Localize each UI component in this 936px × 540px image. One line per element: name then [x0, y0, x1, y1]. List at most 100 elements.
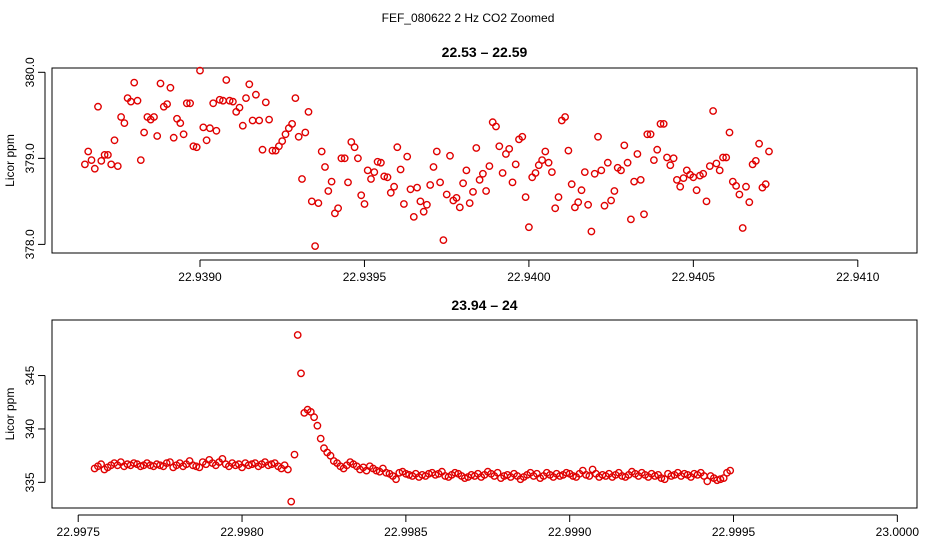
- data-point: [218, 454, 227, 463]
- data-point: [136, 156, 145, 165]
- x-tick-label: 22.9390: [178, 270, 222, 284]
- data-point: [594, 132, 602, 141]
- data-point: [205, 124, 214, 133]
- y-tick-label: 335: [23, 472, 37, 492]
- data-point: [541, 147, 550, 156]
- data-point: [231, 461, 240, 470]
- data-point: [163, 100, 172, 109]
- data-point: [716, 475, 725, 484]
- data-point: [475, 175, 484, 184]
- data-point: [267, 460, 276, 469]
- data-point: [679, 174, 688, 183]
- x-tick-label: 22.9985: [384, 525, 428, 539]
- x-tick-label: 22.9990: [548, 525, 592, 539]
- data-point: [357, 191, 366, 200]
- data-point: [321, 163, 329, 171]
- data-point: [472, 144, 481, 152]
- data-point: [432, 147, 441, 156]
- data-point: [94, 102, 102, 111]
- data-point: [324, 187, 333, 195]
- data-point: [765, 147, 773, 156]
- data-point: [337, 154, 346, 163]
- x-tick-label: 22.9995: [712, 525, 756, 539]
- y-tick-label: 345: [23, 365, 37, 385]
- data-point: [735, 190, 744, 199]
- plot-frame: [51, 67, 918, 254]
- data-point: [179, 130, 188, 139]
- data-point: [87, 156, 96, 165]
- data-point: [459, 179, 467, 188]
- data-point: [584, 200, 592, 209]
- data-point: [610, 187, 619, 195]
- data-point: [344, 178, 352, 187]
- data-point: [482, 187, 490, 195]
- data-point: [310, 413, 318, 422]
- data-point: [660, 475, 669, 484]
- data-point: [129, 459, 138, 467]
- data-point: [150, 113, 158, 121]
- data-point: [413, 183, 421, 192]
- data-point: [104, 150, 112, 159]
- upper-plot-panel: 22.53 – 22.59 22.9390 22.9395 22.9400 22.940…: [3, 44, 918, 284]
- data-point: [367, 175, 375, 183]
- data-point: [152, 460, 161, 469]
- data-point: [297, 369, 305, 378]
- data-point: [306, 407, 315, 416]
- data-point: [446, 151, 454, 160]
- data-point: [548, 168, 556, 177]
- y-axis-label: Licor ppm: [3, 388, 17, 441]
- data-point: [657, 474, 666, 482]
- data-point: [567, 180, 576, 189]
- lower-plot-panel: 23.94 – 24 22.9975 22.9980 22.9985 22.9990 22…: [3, 297, 919, 539]
- data-point: [709, 107, 717, 115]
- data-point: [460, 474, 469, 482]
- data-point: [166, 83, 175, 92]
- data-point: [316, 434, 325, 443]
- data-point: [600, 201, 609, 210]
- data-point: [742, 182, 750, 191]
- data-point: [755, 139, 763, 148]
- data-point: [651, 472, 659, 480]
- data-point: [327, 177, 336, 186]
- data-point: [508, 178, 517, 187]
- data-point: [392, 475, 400, 484]
- data-point: [317, 147, 326, 156]
- data-point: [738, 224, 747, 232]
- data-point: [278, 137, 287, 146]
- data-point: [455, 203, 464, 212]
- y-tick-label: 340: [23, 419, 37, 439]
- data-point: [133, 96, 142, 105]
- data-point: [156, 461, 165, 470]
- data-point: [383, 173, 392, 182]
- data-point: [215, 95, 224, 104]
- data-point: [585, 472, 594, 480]
- data-point: [653, 145, 662, 154]
- data-point: [666, 161, 675, 170]
- data-point: [244, 461, 253, 470]
- data-point: [225, 96, 234, 105]
- data-point: [493, 468, 502, 477]
- data-point: [293, 331, 302, 339]
- data-point: [485, 162, 494, 171]
- data-point: [156, 79, 165, 88]
- data-point: [676, 182, 685, 191]
- data-point: [110, 136, 119, 145]
- data-point: [719, 153, 727, 162]
- data-point: [390, 182, 398, 191]
- data-point: [646, 130, 655, 139]
- data-point: [153, 132, 162, 140]
- data-point: [745, 198, 754, 207]
- data-point: [439, 236, 448, 245]
- data-point: [235, 103, 244, 112]
- data-point: [607, 196, 615, 205]
- y-tick-label: 378.0: [23, 229, 37, 259]
- data-point: [469, 187, 477, 196]
- x-tick-label: 22.9405: [672, 270, 716, 284]
- data-point: [265, 115, 273, 124]
- data-point: [169, 133, 178, 142]
- data-point: [403, 152, 412, 161]
- data-point: [429, 163, 438, 171]
- data-point: [436, 178, 444, 187]
- data-point: [192, 143, 201, 152]
- data-point: [212, 126, 221, 135]
